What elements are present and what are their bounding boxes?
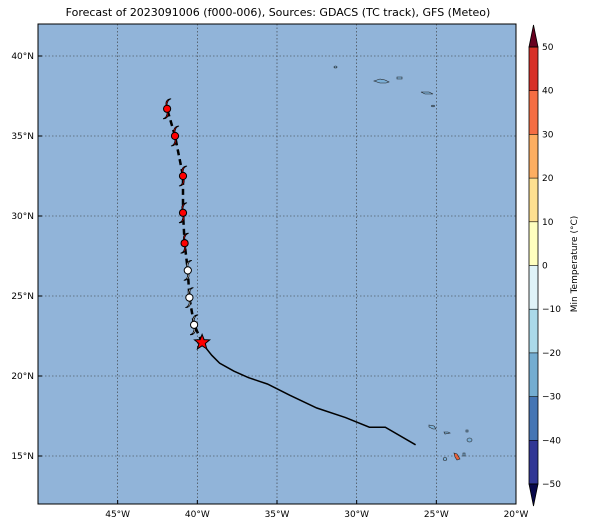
azores-island (396, 76, 403, 80)
cape-verde-island (443, 431, 451, 435)
colorbar-over-extension (528, 24, 539, 48)
colorbar-tick-label: 30 (542, 130, 554, 140)
cape-verde-island (466, 437, 473, 443)
colorbar-segment (529, 352, 538, 397)
lat-tick-label: 25°N (11, 292, 34, 302)
lon-tick-label: 20°W (504, 510, 529, 520)
colorbar-segment (529, 221, 538, 266)
hurricane-symbol-icon (185, 287, 194, 309)
lat-tick-label: 35°N (11, 132, 34, 142)
lat-tick-label: 20°N (11, 372, 34, 382)
colorbar-segment (529, 47, 538, 91)
colorbar-tick-label: 10 (542, 218, 554, 228)
colorbar-segment (529, 265, 538, 310)
colorbar-under-extension (528, 483, 539, 507)
lon-tick-label: 25°W (424, 510, 449, 520)
hurricane-symbol-icon (180, 232, 189, 254)
colorbar-tick-label: −30 (542, 393, 561, 403)
colorbar-tick-label: −40 (542, 436, 561, 446)
lat-tick-label: 15°N (11, 452, 34, 462)
hurricane-symbol-icon (183, 259, 192, 281)
cape-verde-island (465, 429, 469, 433)
colorbar: −50 −40 −30 −20 −10 0 10 20 30 40 50 (528, 24, 561, 507)
colorbar-segment (529, 440, 538, 484)
colorbar-tick-label: −10 (542, 305, 561, 315)
colorbar-tick-label: −50 (542, 480, 561, 490)
colorbar-tick-label: −20 (542, 349, 561, 359)
cape-verde-island (462, 452, 466, 457)
cape-verde-island (442, 457, 448, 461)
map-title: Forecast of 2023091006 (f000-006), Sourc… (65, 6, 491, 19)
storm-markers (162, 98, 212, 351)
lat-tick-label: 40°N (11, 52, 34, 62)
lon-tick-label: 35°W (265, 510, 290, 520)
hurricane-symbol-icon (170, 125, 180, 147)
axis-ticks: 45°W 40°W 35°W 30°W 25°W 20°W 40°N 35°N 30°N 25°N… (11, 52, 528, 520)
current-position-star-icon (193, 333, 212, 351)
hurricane-symbol-icon (162, 98, 172, 120)
colorbar-segment (529, 178, 538, 222)
colorbar-label: Min Temperature (°C) (570, 216, 580, 313)
colorbar-segment (529, 396, 538, 441)
cape-verde-island (453, 452, 461, 461)
colorbar-tick-label: 40 (542, 87, 554, 97)
hurricane-symbol-icon (178, 165, 188, 187)
colorbar-segment (529, 90, 538, 135)
hurricane-symbol-icon (178, 202, 188, 224)
colorbar-segment (529, 309, 538, 353)
land-outlines (333, 65, 473, 461)
hurricane-symbol-icon (189, 314, 199, 336)
past-track-line (201, 341, 416, 446)
cape-verde-island (428, 424, 437, 430)
colorbar-segment (529, 134, 538, 179)
colorbar-tick-label: 50 (542, 43, 554, 53)
lon-tick-label: 40°W (185, 510, 210, 520)
azores-island (420, 91, 434, 95)
azores-island (431, 104, 435, 108)
azores-island (333, 65, 338, 69)
lat-tick-label: 30°N (11, 212, 34, 222)
colorbar-tick-label: 0 (542, 262, 548, 272)
lon-tick-label: 30°W (344, 510, 369, 520)
colorbar-tick-label: 20 (542, 174, 554, 184)
lon-tick-label: 45°W (105, 510, 130, 520)
azores-island (373, 78, 390, 84)
